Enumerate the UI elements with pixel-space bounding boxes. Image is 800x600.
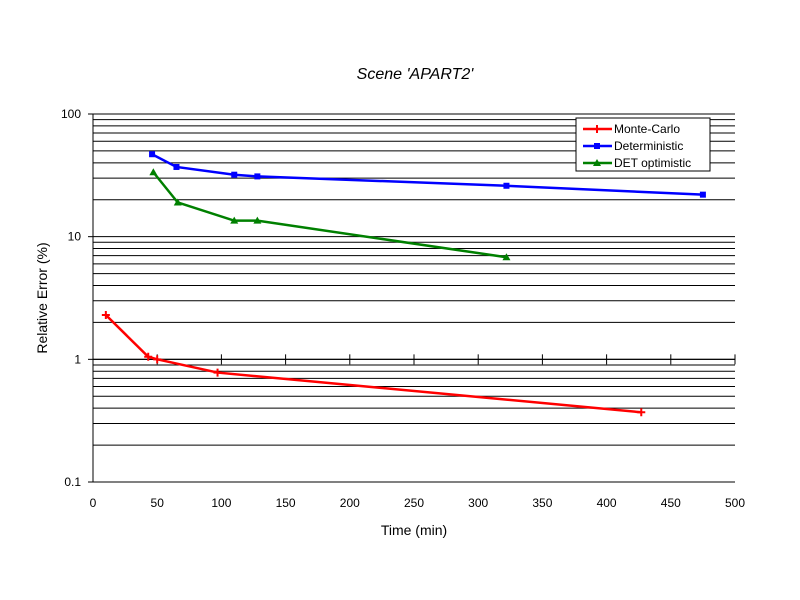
legend-item: Monte-Carlo: [583, 122, 680, 136]
tick-labels: 0 50 100 150 200 250 300 350 400 450 500 0.1 1 10 100: [61, 107, 745, 510]
y-tick-label: 0.1: [64, 475, 81, 489]
data-point: [230, 216, 239, 224]
data-point: [149, 168, 158, 176]
data-point: [231, 171, 238, 178]
data-point: [173, 198, 182, 206]
x-tick-label: 300: [468, 496, 488, 510]
legend-label: Monte-Carlo: [614, 122, 680, 136]
data-point: [699, 191, 706, 198]
data-point: [213, 368, 222, 377]
legend-label: DET optimistic: [614, 156, 691, 170]
series-monte-carlo: [101, 310, 646, 417]
axes: [88, 113, 736, 483]
legend-item: Deterministic: [583, 139, 683, 153]
x-axis-label: Time (min): [381, 522, 447, 538]
data-point: [593, 125, 601, 133]
x-tick-label: 0: [90, 496, 97, 510]
y-tick-label: 100: [61, 107, 81, 121]
x-tick-label: 200: [340, 496, 360, 510]
x-tick-label: 350: [532, 496, 552, 510]
y-tick-label: 10: [68, 230, 82, 244]
data-point: [253, 216, 262, 224]
legend: Monte-Carlo Deterministic DET optimistic: [575, 117, 711, 172]
y-axis-label: Relative Error (%): [34, 242, 50, 353]
data-point: [144, 352, 153, 361]
data-point: [101, 310, 110, 319]
data-point: [153, 355, 162, 364]
series-deterministic: [149, 151, 706, 198]
data-point: [593, 159, 601, 166]
data-point: [254, 173, 261, 180]
data-point: [149, 151, 156, 158]
series-det-optimistic: [149, 168, 511, 261]
data-point: [637, 408, 646, 417]
series-group: [101, 151, 706, 417]
x-tick-label: 50: [151, 496, 165, 510]
chart-title: Scene 'APART2': [357, 66, 475, 83]
legend-item: DET optimistic: [583, 156, 691, 170]
y-tick-label: 1: [74, 352, 81, 366]
data-point: [594, 143, 600, 149]
x-tick-label: 500: [725, 496, 745, 510]
data-point: [503, 182, 510, 189]
x-tick-label: 150: [276, 496, 296, 510]
data-point: [173, 163, 180, 170]
x-tick-label: 100: [211, 496, 231, 510]
x-tick-label: 400: [597, 496, 617, 510]
data-point: [502, 253, 511, 261]
legend-label: Deterministic: [614, 139, 683, 153]
series-line: [151, 153, 703, 196]
series-line: [104, 314, 642, 414]
x-tick-label: 250: [404, 496, 424, 510]
x-tick-label: 450: [661, 496, 681, 510]
